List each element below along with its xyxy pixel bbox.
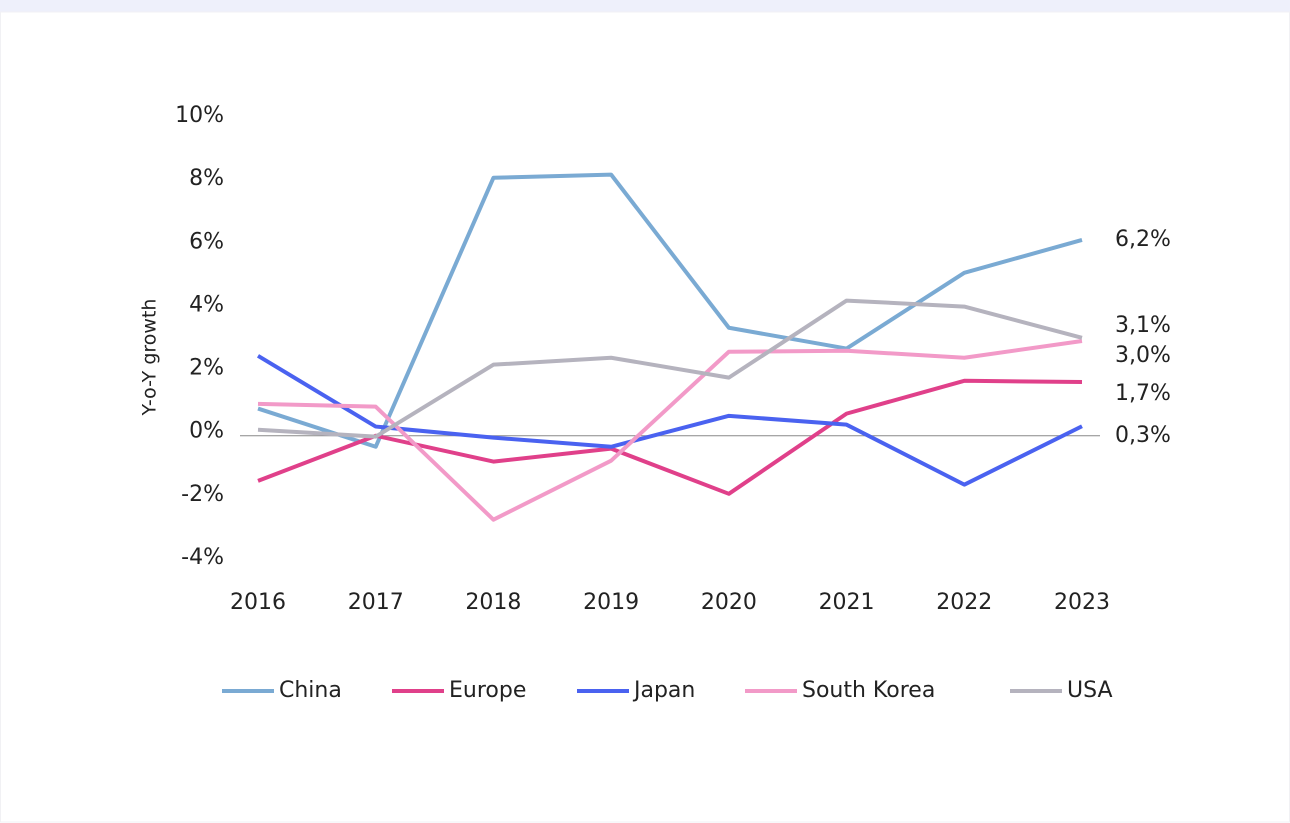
x-tick-label: 2021 — [819, 590, 875, 615]
y-tick-label: 8% — [189, 166, 224, 191]
y-tick-label: 0% — [189, 419, 224, 444]
x-tick-label: 2020 — [701, 590, 757, 615]
legend-label: Japan — [632, 678, 695, 703]
y-tick-label: -4% — [181, 545, 224, 570]
legend-label: USA — [1067, 678, 1113, 703]
series-line — [257, 172, 1083, 449]
y-tick-label: 2% — [189, 356, 224, 381]
series-line — [257, 298, 1083, 439]
top-band — [0, 0, 1290, 12]
value-label: 0,3% — [1115, 423, 1171, 448]
legend-label: South Korea — [802, 678, 935, 703]
x-tick-label: 2019 — [583, 590, 639, 615]
x-tick-label: 2018 — [465, 590, 521, 615]
legend-label: Europe — [449, 678, 526, 703]
value-label: 1,7% — [1115, 381, 1171, 406]
value-label: 6,2% — [1115, 227, 1171, 252]
x-tick-label: 2016 — [230, 590, 286, 615]
y-tick-label: -2% — [181, 482, 224, 507]
value-label: 3,0% — [1115, 343, 1171, 368]
legend-label: China — [279, 678, 342, 703]
series-line — [256, 354, 1083, 487]
x-tick-label: 2022 — [936, 590, 992, 615]
y-tick-label: 6% — [189, 229, 224, 254]
y-tick-label: 10% — [175, 103, 224, 128]
value-label: 3,1% — [1115, 313, 1171, 338]
x-tick-label: 2017 — [348, 590, 404, 615]
x-tick-label: 2023 — [1054, 590, 1110, 615]
y-axis-label: Y-o-Y growth — [139, 299, 161, 417]
series-line — [257, 378, 1083, 496]
y-tick-label: 4% — [189, 292, 224, 317]
